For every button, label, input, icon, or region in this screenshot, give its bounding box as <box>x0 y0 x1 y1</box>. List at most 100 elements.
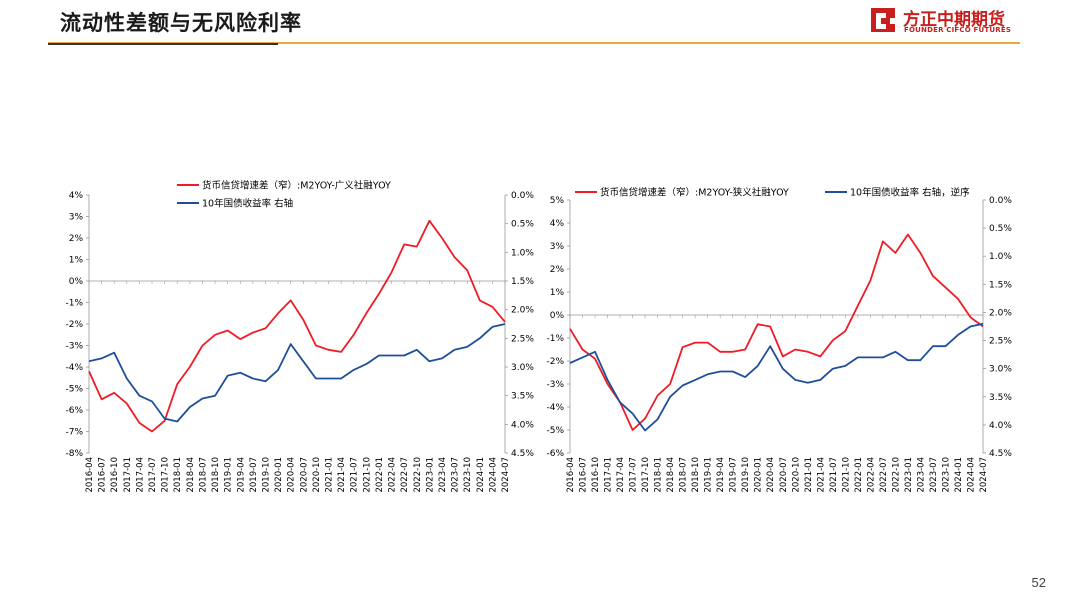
left-tick-label: -7% <box>65 428 83 438</box>
right-tick-label: 2.5% <box>989 337 1012 347</box>
x-tick-label: 2023-07 <box>451 457 461 493</box>
left-tick-label: -4% <box>546 403 564 413</box>
x-tick-label: 2020-04 <box>287 457 297 493</box>
x-tick-label: 2020-01 <box>274 457 284 493</box>
x-tick-label: 2017-04 <box>616 457 626 493</box>
right-tick-label: 4.0% <box>989 421 1012 431</box>
x-tick-label: 2016-04 <box>85 457 95 493</box>
x-tick-label: 2022-10 <box>413 457 423 493</box>
right-tick-label: 3.0% <box>511 363 534 373</box>
left-tick-label: -6% <box>65 406 83 416</box>
right-tick-label: 4.0% <box>511 420 534 430</box>
x-tick-label: 2018-04 <box>666 457 676 493</box>
legend-label-1: 货币信贷增速差（窄）:M2YOY-广义社融YOY <box>202 180 391 192</box>
left-tick-label: -2% <box>65 320 83 330</box>
header-rule <box>48 42 1020 44</box>
x-tick-label: 2018-07 <box>198 457 208 493</box>
x-tick-label: 2024-04 <box>966 457 976 493</box>
x-tick-label: 2019-10 <box>261 457 271 493</box>
right-tick-label: 1.0% <box>989 252 1012 262</box>
legend-label-2: 10年国债收益率 右轴 <box>202 198 293 210</box>
x-tick-label: 2019-04 <box>716 457 726 493</box>
x-tick-label: 2021-01 <box>325 457 335 493</box>
x-tick-label: 2023-04 <box>916 457 926 493</box>
left-tick-label: 2% <box>69 234 84 244</box>
right-tick-label: 1.5% <box>511 277 534 287</box>
left-tick-label: -8% <box>65 449 83 459</box>
left-tick-label: -5% <box>546 426 564 436</box>
x-tick-label: 2021-10 <box>841 457 851 493</box>
x-tick-label: 2023-01 <box>425 457 435 493</box>
x-tick-label: 2021-01 <box>804 457 814 493</box>
left-tick-label: 0% <box>69 277 84 287</box>
left-tick-label: 2% <box>550 265 565 275</box>
x-tick-label: 2022-10 <box>891 457 901 493</box>
x-tick-label: 2022-07 <box>879 457 889 493</box>
x-tick-label: 2024-01 <box>954 457 964 493</box>
header-rule-accent <box>48 43 278 45</box>
right-tick-label: 0.5% <box>989 224 1012 234</box>
legend-label-1: 货币信贷增速差（窄）:M2YOY-狭义社融YOY <box>600 187 789 199</box>
series-line-1 <box>569 233 984 431</box>
x-tick-label: 2018-07 <box>679 457 689 493</box>
x-tick-label: 2019-01 <box>704 457 714 493</box>
x-tick-label: 2024-07 <box>979 457 989 493</box>
x-tick-label: 2019-07 <box>249 457 259 493</box>
x-tick-label: 2023-07 <box>929 457 939 493</box>
x-tick-label: 2020-10 <box>312 457 322 493</box>
x-tick-label: 2020-01 <box>754 457 764 493</box>
page-number: 52 <box>1031 575 1046 590</box>
right-tick-label: 2.0% <box>511 306 534 316</box>
x-tick-label: 2016-07 <box>98 457 108 493</box>
x-tick-label: 2022-01 <box>854 457 864 493</box>
x-tick-label: 2023-01 <box>904 457 914 493</box>
right-tick-label: 2.0% <box>989 308 1012 318</box>
x-tick-label: 2016-10 <box>110 457 120 493</box>
left-tick-label: 4% <box>69 191 84 201</box>
x-tick-label: 2020-07 <box>299 457 309 493</box>
x-tick-label: 2016-07 <box>579 457 589 493</box>
x-tick-label: 2018-10 <box>211 457 221 493</box>
x-tick-label: 2023-10 <box>463 457 473 493</box>
x-tick-label: 2024-01 <box>476 457 486 493</box>
left-tick-label: 3% <box>550 242 565 252</box>
legend-label-2: 10年国债收益率 右轴，逆序 <box>850 187 970 199</box>
logo-text-cn: 方正中期期货 <box>903 10 1005 30</box>
x-tick-label: 2022-01 <box>375 457 385 493</box>
right-tick-label: 3.0% <box>989 365 1012 375</box>
right-tick-label: 2.5% <box>511 334 534 344</box>
x-tick-label: 2021-10 <box>362 457 372 493</box>
logo-text-en: FOUNDER CIFCO FUTURES <box>904 26 1012 34</box>
left-tick-label: -1% <box>65 299 83 309</box>
x-tick-label: 2017-10 <box>161 457 171 493</box>
x-tick-label: 2021-04 <box>337 457 347 493</box>
left-tick-label: -2% <box>546 357 564 367</box>
left-tick-label: 0% <box>550 311 565 321</box>
page-title: 流动性差额与无风险利率 <box>60 11 302 35</box>
x-tick-label: 2021-04 <box>816 457 826 493</box>
left-tick-label: 4% <box>550 219 565 229</box>
left-tick-label: -6% <box>546 449 564 459</box>
left-tick-label: -1% <box>546 334 564 344</box>
x-tick-label: 2022-07 <box>400 457 410 493</box>
x-tick-label: 2017-07 <box>148 457 158 493</box>
right-tick-label: 3.5% <box>989 393 1012 403</box>
series-line-2 <box>569 322 984 432</box>
right-tick-label: 4.5% <box>511 449 534 459</box>
x-tick-label: 2016-04 <box>566 457 576 493</box>
left-tick-label: 1% <box>69 256 84 266</box>
x-tick-label: 2023-04 <box>438 457 448 493</box>
x-tick-label: 2019-04 <box>236 457 246 493</box>
x-tick-label: 2018-01 <box>173 457 183 493</box>
x-tick-label: 2021-07 <box>350 457 360 493</box>
right-tick-label: 4.5% <box>989 449 1012 459</box>
brand-logo: 方正中期期货 FOUNDER CIFCO FUTURES <box>868 5 1038 35</box>
x-tick-label: 2020-07 <box>779 457 789 493</box>
x-tick-label: 2018-10 <box>691 457 701 493</box>
right-tick-label: 0.5% <box>511 220 534 230</box>
x-tick-label: 2017-01 <box>604 457 614 493</box>
left-tick-label: 3% <box>69 213 84 223</box>
x-tick-label: 2019-07 <box>729 457 739 493</box>
x-tick-label: 2021-07 <box>829 457 839 493</box>
x-tick-label: 2022-04 <box>388 457 398 493</box>
